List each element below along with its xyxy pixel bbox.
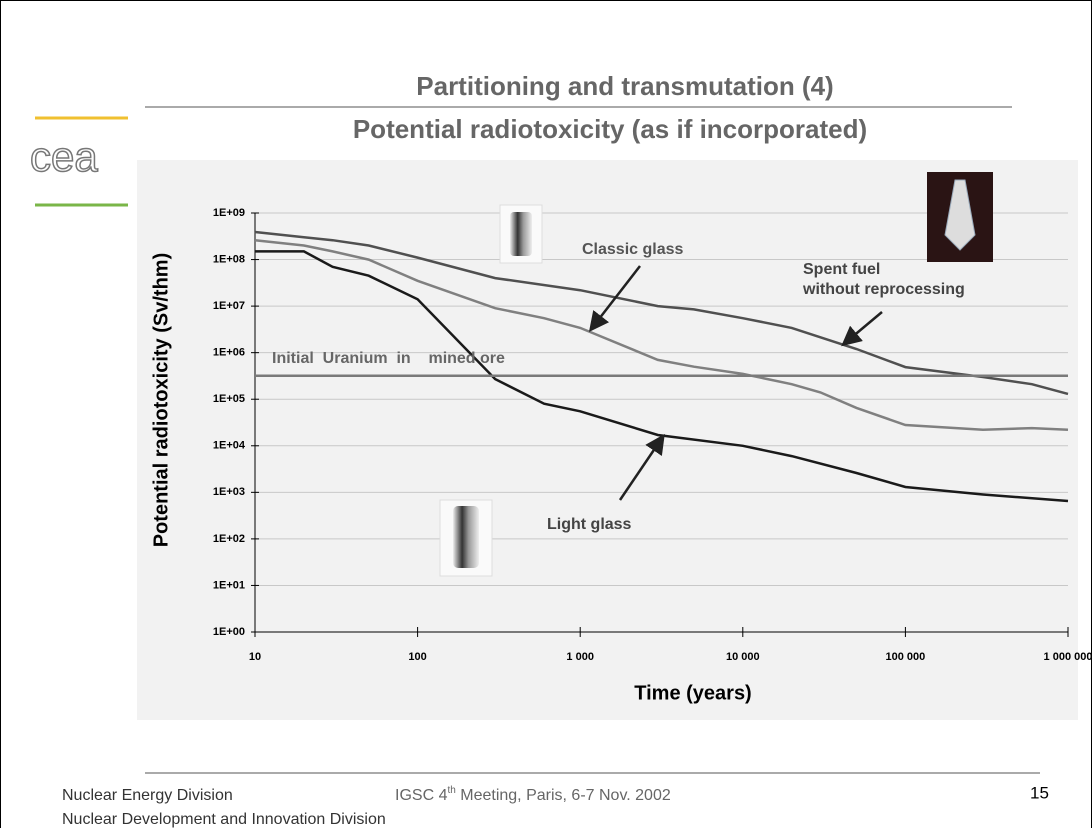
logo: cea — [30, 133, 98, 180]
canister-icon — [453, 506, 479, 568]
arrow — [588, 265, 641, 332]
series-label: Classic glass — [582, 241, 684, 258]
series-line — [255, 250, 1069, 503]
series-line — [254, 230, 1069, 396]
series-line — [254, 238, 1069, 432]
series-label: Initial Uranium in mined ore — [272, 350, 505, 367]
footer-text: Nuclear Development and Innovation Divis… — [62, 811, 386, 828]
y-axis-label: Potential radiotoxicity (Sv/thm) — [150, 253, 172, 547]
footer-meeting: IGSC 4th Meeting, Paris, 6-7 Nov. 2002 — [395, 785, 671, 805]
x-tick-label: 10 000 — [726, 651, 760, 663]
y-tick-label: 1E+09 — [213, 207, 245, 219]
arrow — [618, 433, 665, 501]
x-tick-label: 100 000 — [886, 651, 926, 663]
y-tick-label: 1E+05 — [213, 393, 245, 405]
footer-text: Meeting, Paris, 6-7 Nov. 2002 — [456, 787, 671, 804]
y-tick-label: 1E+03 — [213, 486, 245, 498]
y-tick-label: 1E+07 — [213, 300, 245, 312]
y-tick-label: 1E+01 — [213, 579, 245, 591]
x-tick-label: 1 000 000 — [1044, 651, 1092, 663]
footer-text: Nuclear Energy Division — [62, 787, 233, 804]
y-tick-label: 1E+04 — [213, 440, 246, 452]
page-number: 15 — [1030, 783, 1049, 802]
x-tick-label: 100 — [408, 651, 426, 663]
x-tick-label: 10 — [249, 651, 261, 663]
series-label: Spent fuel without reprocessing — [803, 261, 965, 298]
series-label: Light glass — [547, 516, 632, 533]
footer-text: IGSC 4 — [395, 787, 448, 804]
canister-icon — [510, 212, 532, 256]
x-axis-label: Time (years) — [634, 682, 751, 704]
y-tick-label: 1E+02 — [213, 533, 245, 545]
title: Partitioning and transmutation (4) — [416, 71, 833, 101]
x-tick-label: 1 000 — [566, 651, 594, 663]
subtitle: Potential radiotoxicity (as if incorpora… — [353, 114, 867, 144]
fuel-assembly — [944, 179, 976, 251]
y-tick-label: 1E+00 — [213, 626, 245, 638]
y-tick-label: 1E+06 — [213, 347, 245, 359]
chart-panel — [137, 160, 1078, 720]
y-tick-label: 1E+08 — [213, 253, 245, 265]
footer-sup: th — [447, 785, 455, 796]
arrow — [841, 311, 883, 347]
